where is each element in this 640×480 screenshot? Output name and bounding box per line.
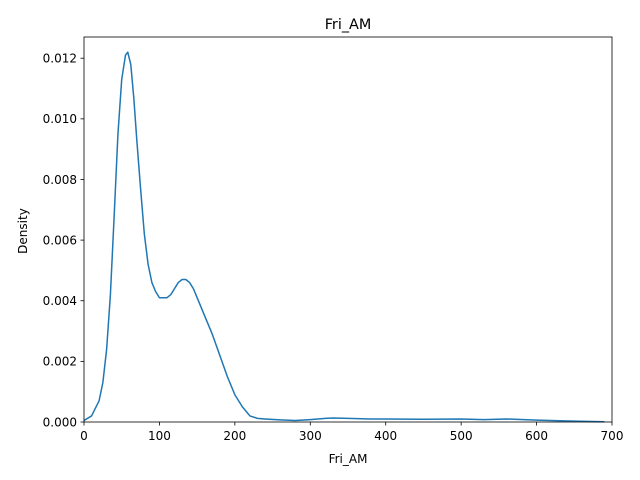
chart-title: Fri_AM xyxy=(325,17,372,33)
x-tick-label: 200 xyxy=(223,429,246,443)
y-axis-label: Density xyxy=(16,208,30,254)
x-tick-label: 100 xyxy=(148,429,171,443)
density-line xyxy=(83,51,605,423)
y-tick-label: 0.002 xyxy=(43,355,77,369)
x-tick-label: 700 xyxy=(601,429,624,443)
y-tick-label: 0.010 xyxy=(43,112,77,126)
y-tick-label: 0.012 xyxy=(43,52,77,66)
x-axis-label: Fri_AM xyxy=(329,452,368,466)
plot-area xyxy=(83,36,613,423)
x-tick-label: 600 xyxy=(525,429,548,443)
x-tick-label: 400 xyxy=(374,429,397,443)
y-axis: 0.000 0.002 0.004 0.006 0.008 0.010 0.012 xyxy=(43,52,84,429)
y-tick-label: 0.006 xyxy=(43,233,77,247)
x-tick-label: 300 xyxy=(299,429,322,443)
y-tick-label: 0.004 xyxy=(43,294,77,308)
x-axis: 0 100 200 300 400 500 600 700 xyxy=(80,422,623,443)
y-tick-label: 0.000 xyxy=(43,415,77,429)
plot-frame xyxy=(83,36,613,423)
x-tick-label: 500 xyxy=(450,429,473,443)
y-tick-label: 0.008 xyxy=(43,173,77,187)
x-tick-label: 0 xyxy=(80,429,88,443)
